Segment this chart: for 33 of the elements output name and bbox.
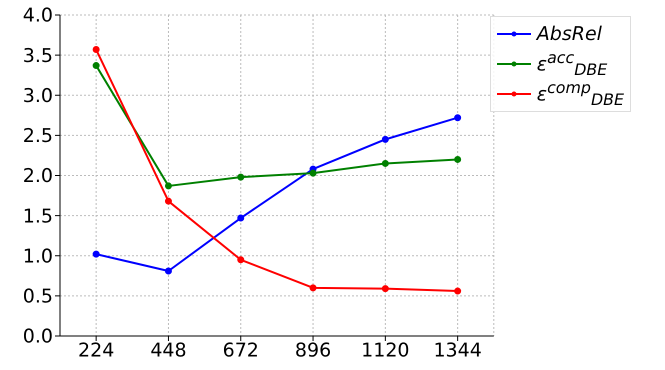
- x-tick-label: 1120: [361, 339, 410, 362]
- legend-label: AbsRel: [536, 23, 602, 45]
- point: [92, 250, 100, 258]
- point: [237, 214, 244, 222]
- point: [164, 267, 172, 274]
- y-tick-label: 3.5: [22, 44, 53, 67]
- point: [310, 284, 317, 292]
- point: [382, 160, 389, 167]
- point: [310, 170, 317, 177]
- point: [92, 62, 100, 70]
- y-tick-label: 1.5: [22, 205, 53, 228]
- y-tick-label: 0.0: [22, 326, 53, 348]
- point: [454, 156, 462, 163]
- y-tick-label: 1.0: [22, 245, 53, 268]
- y-tick-label: 0.5: [22, 286, 53, 308]
- y-tick-label: 4.0: [22, 4, 53, 27]
- point: [92, 46, 100, 54]
- y-tick-label: 2.0: [22, 165, 53, 188]
- point: [237, 174, 244, 181]
- point: [454, 288, 462, 295]
- x-tick-label: 896: [294, 339, 332, 362]
- x-tick-label: 1344: [433, 339, 482, 362]
- point: [454, 114, 462, 122]
- point: [382, 285, 389, 292]
- x-tick-label: 672: [222, 339, 259, 362]
- x-tick-label: 224: [78, 339, 114, 362]
- point: [382, 136, 389, 143]
- point: [237, 256, 244, 264]
- y-tick-label: 3.0: [22, 84, 53, 107]
- y-tick-label: 2.5: [22, 125, 53, 148]
- x-tick-label: 448: [150, 339, 187, 362]
- point: [164, 182, 172, 190]
- point: [164, 198, 172, 205]
